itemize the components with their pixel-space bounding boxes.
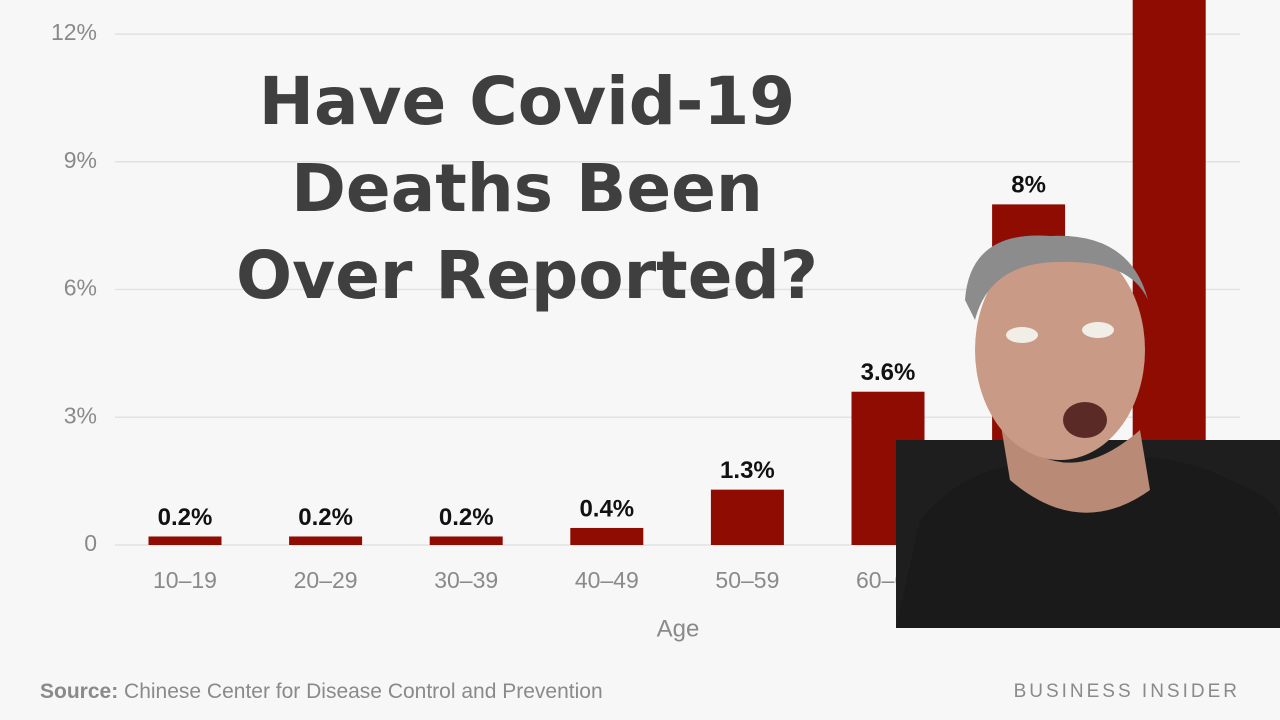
headline: Deaths Been: [291, 150, 763, 227]
y-tick-label: 3%: [64, 402, 97, 428]
bar: [570, 527, 644, 545]
value-label: 1.3%: [720, 457, 775, 484]
headline: Have Covid-19: [259, 63, 795, 140]
bar: [710, 489, 784, 545]
value-label: 0.2%: [158, 504, 213, 531]
value-label: 0.2%: [439, 504, 494, 531]
y-tick-label: 9%: [64, 147, 97, 173]
x-tick-label: 40–49: [575, 567, 639, 593]
value-label: 0.2%: [298, 504, 353, 531]
bar: [289, 536, 363, 545]
value-label: 8%: [1011, 172, 1046, 199]
y-tick-label: 0: [84, 530, 97, 556]
bar: [429, 536, 503, 545]
bar: [148, 536, 222, 545]
headline: Over Reported?: [236, 237, 818, 314]
x-tick-label: 10–19: [153, 567, 217, 593]
y-tick-label: 12%: [51, 19, 97, 45]
x-axis-label: Age: [657, 615, 700, 642]
brand: BUSINESS INSIDER: [1014, 681, 1240, 702]
x-tick-label: 50–59: [715, 567, 779, 593]
value-label: 3.6%: [861, 359, 916, 386]
x-tick-label: 30–39: [434, 567, 498, 593]
source-text: Chinese Center for Disease Control and P…: [124, 680, 603, 703]
value-label: 0.4%: [579, 495, 634, 522]
y-tick-label: 6%: [64, 275, 97, 301]
source: Source: Chinese Center for Disease Contr…: [40, 680, 603, 703]
x-tick-label: 20–29: [294, 567, 358, 593]
source-label: Source:: [40, 680, 118, 703]
person-photo: [896, 235, 1280, 628]
